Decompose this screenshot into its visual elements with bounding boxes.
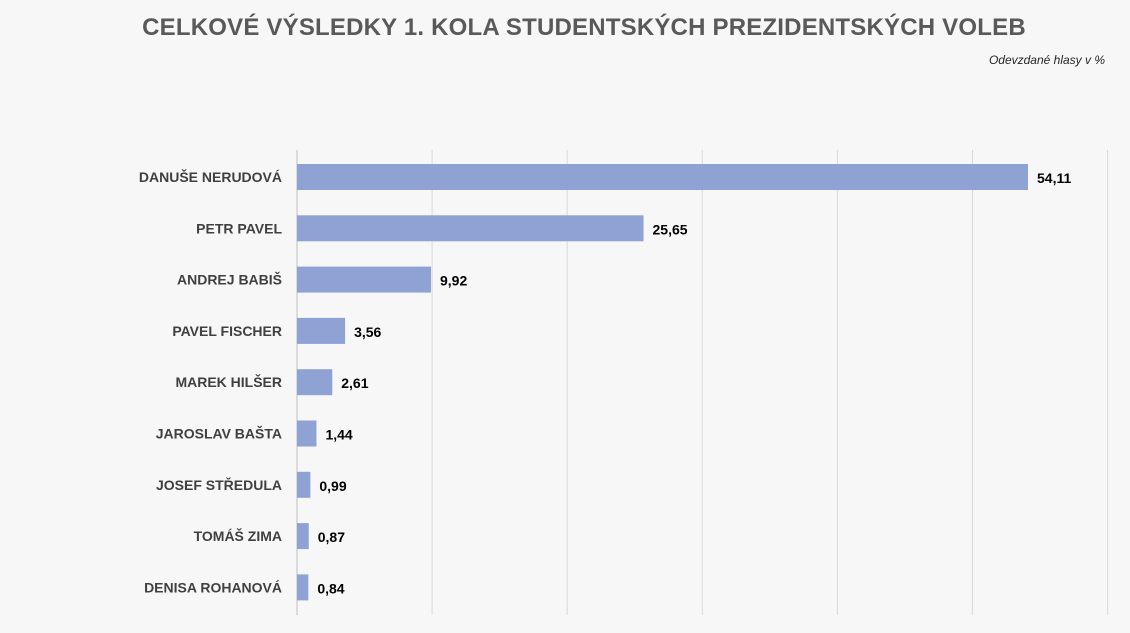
category-label: PETR PAVEL bbox=[196, 220, 282, 236]
category-label: JAROSLAV BAŠTA bbox=[156, 425, 282, 442]
data-label: 1,44 bbox=[325, 427, 352, 443]
bar bbox=[297, 369, 333, 396]
bar bbox=[297, 574, 309, 601]
category-label: JOSEF STŘEDULA bbox=[156, 476, 282, 493]
bar bbox=[297, 317, 346, 344]
chart-title: CELKOVÉ VÝSLEDKY 1. KOLA STUDENTSKÝCH PR… bbox=[142, 14, 1026, 41]
data-label: 9,92 bbox=[440, 273, 467, 289]
bar bbox=[297, 471, 311, 498]
bar bbox=[297, 523, 309, 550]
bar bbox=[297, 420, 317, 447]
bar bbox=[297, 215, 644, 242]
category-label: MAREK HILŠER bbox=[175, 373, 282, 390]
data-label: 2,61 bbox=[341, 375, 368, 391]
data-label: 54,11 bbox=[1037, 170, 1071, 186]
category-label: DANUŠE NERUDOVÁ bbox=[139, 168, 282, 185]
chart-subtitle: Odevzdané hlasy v % bbox=[988, 53, 1105, 67]
category-label: TOMÁŠ ZIMA bbox=[194, 527, 282, 544]
category-label: ANDREJ BABIŠ bbox=[177, 271, 282, 288]
category-label: PAVEL FISCHER bbox=[172, 323, 282, 339]
data-label: 0,99 bbox=[319, 478, 346, 494]
data-label: 3,56 bbox=[354, 324, 381, 340]
category-label: DENISA ROHANOVÁ bbox=[144, 579, 282, 595]
data-label: 0,84 bbox=[317, 580, 344, 596]
data-label: 0,87 bbox=[318, 529, 345, 545]
data-label: 25,65 bbox=[653, 221, 688, 237]
bar bbox=[297, 164, 1028, 190]
bar bbox=[297, 266, 432, 293]
